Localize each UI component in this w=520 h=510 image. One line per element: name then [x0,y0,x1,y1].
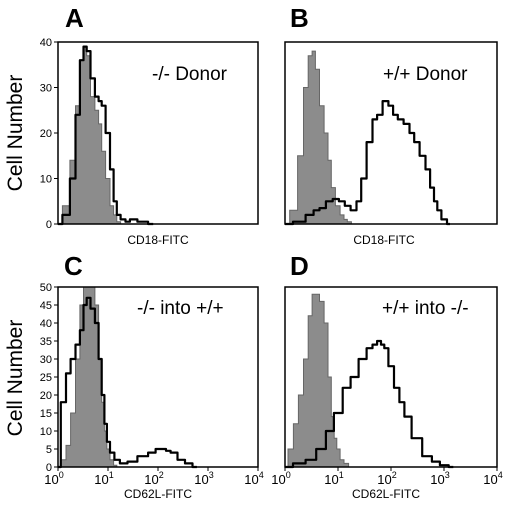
panel-c-y-tick-label: 35 [40,336,52,348]
y-axis-label-top: Cell Number [4,75,27,192]
panel-c-plot: 0 5 10 15 20 25 30 35 40 45 50 100 101 102 103 104 [40,282,264,487]
panel-letter-d: D [290,251,309,281]
panel-c-y-ticks: 0 5 10 15 20 25 30 35 40 45 50 [40,282,58,474]
panel-d-x-tick-label: 104 [483,470,502,487]
panel-a-y-tick-label: 40 [40,37,52,49]
panel-c-y-tick-label: 30 [40,354,52,366]
panel-d-x-tick-label: 102 [377,470,396,487]
y-axis-label-bottom: Cell Number [4,320,27,437]
panel-a-y-tick-label: 10 [40,174,52,186]
panel-c-x-tick-label: 103 [194,470,213,487]
panel-c-x-tick-label: 101 [94,470,113,487]
panel-a-plot: 0 10 20 30 40 [40,37,259,231]
panel-c-control-histogram [58,286,119,468]
panel-a-annotation: -/- Donor [152,64,228,85]
panel-c-y-tick-label: 50 [40,282,52,294]
panel-b-control-histogram [285,50,354,225]
panel-a-y-ticks: 0 10 20 30 40 [40,37,58,231]
panel-d: D 100 101 102 103 104 +/+ into -/- CD62L-FIT… [271,251,502,501]
panel-d-x-ticks: 100 101 102 103 104 [271,467,503,487]
panel-b: B +/+ Donor CD18-FITC [284,3,498,247]
panel-c-y-tick-label: 15 [40,408,52,420]
panel-b-x-axis-label: CD18-FITC [353,233,415,247]
panel-d-x-axis-label: CD62L-FITC [352,487,420,501]
panel-c-sample-histogram [58,296,197,469]
panel-c-y-tick-label: 40 [40,318,52,330]
panel-a-y-tick-label: 20 [40,128,52,140]
panel-a-y-tick-label: 0 [46,219,52,231]
panel-b-frame [284,41,498,225]
panel-b-sample-histogram [285,100,450,226]
panel-c-x-tick-label: 100 [44,470,63,487]
panel-letter-c: C [64,251,83,281]
panel-letter-a: A [65,3,84,33]
panel-b-plot [284,41,498,226]
panel-d-control-histogram [285,293,352,468]
panel-a-y-tick-label: 30 [40,83,52,95]
panel-c-x-tick-label: 102 [144,470,163,487]
panel-a-x-axis-label: CD18-FITC [127,233,189,247]
panel-c-x-ticks: 100 101 102 103 104 [44,467,264,487]
panel-d-x-tick-label: 100 [271,470,290,487]
panel-d-plot: 100 101 102 103 104 [271,286,503,487]
panel-c-y-tick-label: 5 [46,444,52,456]
panel-c-y-tick-label: 10 [40,426,52,438]
panel-c: C 0 5 10 15 20 25 30 35 40 45 50 100 101 102 103 104 -… [40,251,264,501]
panel-letter-b: B [290,3,309,33]
panel-c-y-tick-label: 45 [40,300,52,312]
panel-a-sample-histogram [58,45,154,226]
panel-d-x-tick-label: 103 [430,470,449,487]
panel-d-sample-histogram [285,339,454,469]
panel-c-x-tick-label: 104 [244,470,263,487]
panel-c-y-tick-label: 25 [40,372,52,384]
panel-c-x-axis-label: CD62L-FITC [124,487,192,501]
panel-b-annotation: +/+ Donor [383,64,468,85]
panel-c-y-tick-label: 0 [46,462,52,474]
panel-d-annotation: +/+ into -/- [382,298,469,319]
panel-c-y-tick-label: 20 [40,390,52,402]
panel-a: A 0 10 20 30 40 -/- Donor CD18-FITC [40,3,259,247]
panel-c-annotation: -/- into +/+ [137,298,224,319]
panel-d-x-tick-label: 101 [324,470,343,487]
